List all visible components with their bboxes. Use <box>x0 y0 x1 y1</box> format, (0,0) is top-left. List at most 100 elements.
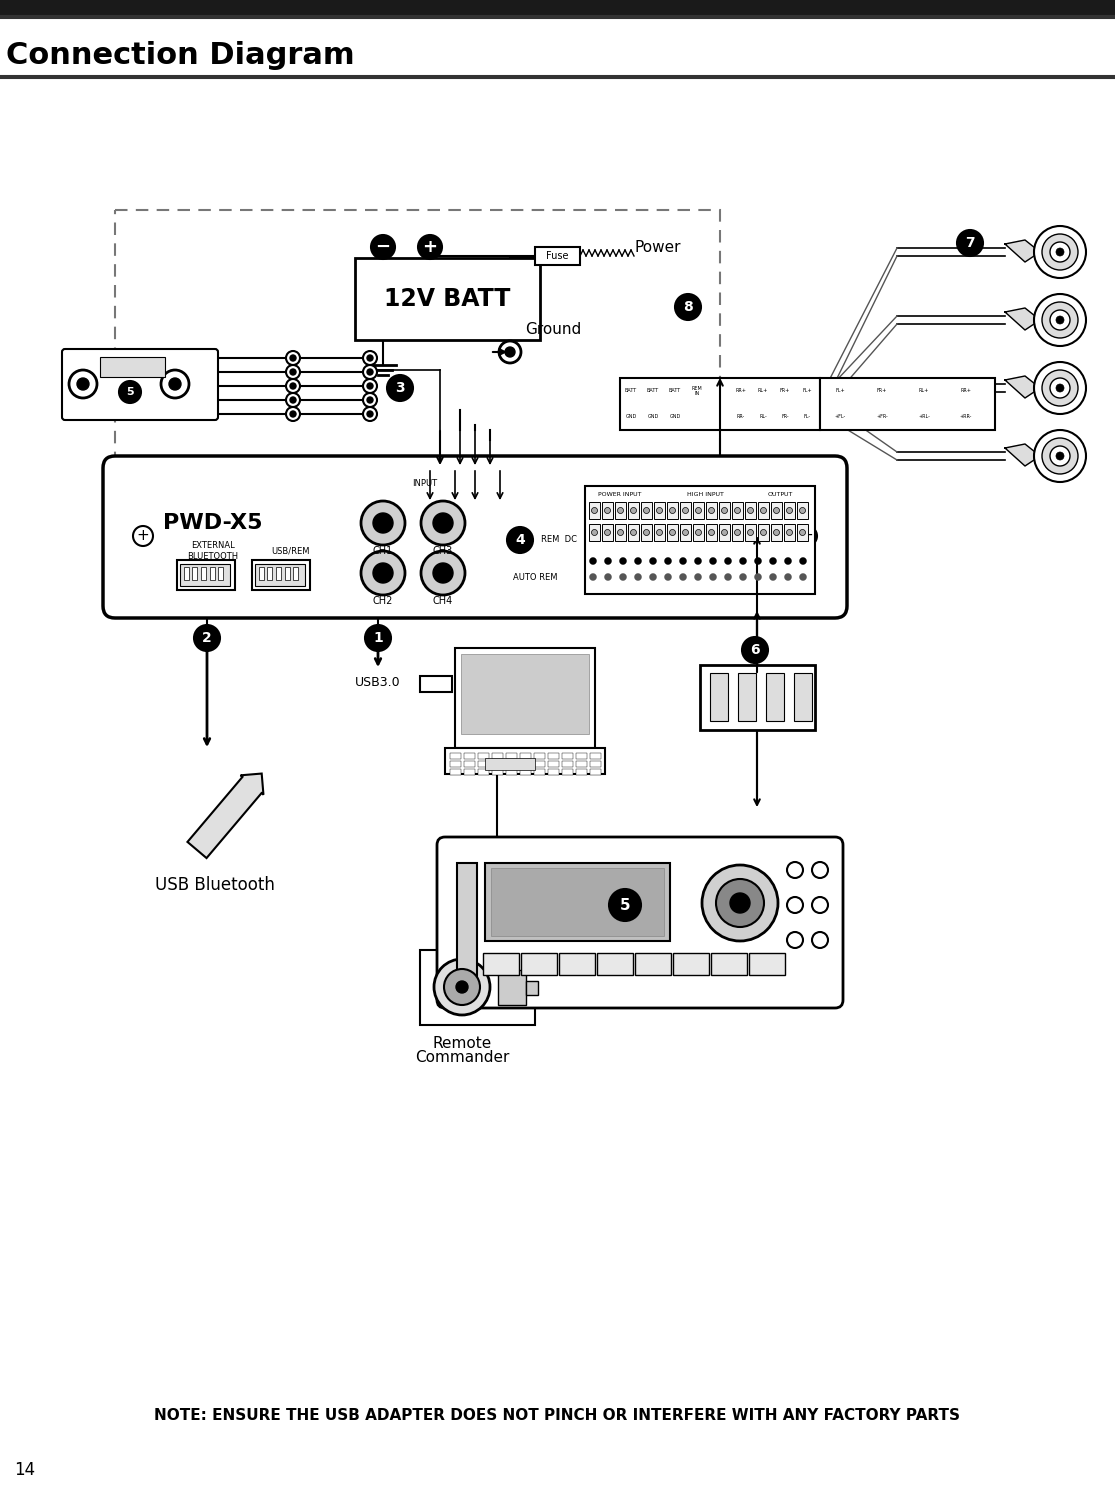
Bar <box>0 76 1115 78</box>
Text: Fuse: Fuse <box>545 251 569 261</box>
Text: NOTE: ENSURE THE USB ADAPTER DOES NOT PINCH OR INTERFERE WITH ANY FACTORY PARTS: NOTE: ENSURE THE USB ADAPTER DOES NOT PI… <box>154 1407 960 1422</box>
Text: REM  DC: REM DC <box>541 535 576 544</box>
Bar <box>492 769 503 775</box>
Circle shape <box>290 382 295 388</box>
Bar <box>0 16 1115 18</box>
Circle shape <box>785 557 792 565</box>
Circle shape <box>290 369 295 375</box>
Circle shape <box>290 356 295 362</box>
Circle shape <box>287 406 300 421</box>
Bar <box>478 753 489 759</box>
Circle shape <box>507 527 533 553</box>
Text: +FL-: +FL- <box>834 414 845 420</box>
Text: INPUT: INPUT <box>413 480 437 489</box>
Bar <box>478 760 489 766</box>
Bar <box>534 760 545 766</box>
Circle shape <box>363 393 377 406</box>
Text: 6: 6 <box>750 642 759 657</box>
Bar <box>585 486 815 595</box>
Text: FR+: FR+ <box>876 388 888 393</box>
Text: CH4: CH4 <box>433 596 453 607</box>
Circle shape <box>630 508 637 514</box>
Circle shape <box>812 932 828 949</box>
Text: Commander: Commander <box>415 1050 510 1065</box>
Circle shape <box>709 557 717 565</box>
Circle shape <box>735 508 740 514</box>
Circle shape <box>421 500 465 545</box>
Bar <box>355 258 540 341</box>
Bar <box>506 769 517 775</box>
Circle shape <box>367 356 374 362</box>
Circle shape <box>1050 242 1070 261</box>
Bar <box>277 568 281 580</box>
Bar <box>655 502 665 518</box>
Text: FR+: FR+ <box>779 388 791 393</box>
Circle shape <box>604 574 611 581</box>
Bar <box>719 502 730 518</box>
Text: 5: 5 <box>620 898 630 913</box>
Circle shape <box>1043 371 1078 406</box>
Polygon shape <box>1005 444 1040 466</box>
Circle shape <box>634 574 641 581</box>
Text: 4: 4 <box>515 533 525 547</box>
Circle shape <box>374 563 392 583</box>
Bar <box>745 502 756 518</box>
Polygon shape <box>1005 376 1040 397</box>
Bar <box>615 524 626 541</box>
Circle shape <box>1043 302 1078 338</box>
Circle shape <box>799 508 805 514</box>
Text: +: + <box>801 529 813 544</box>
Circle shape <box>682 529 688 535</box>
Text: GND: GND <box>626 414 637 420</box>
Circle shape <box>421 551 465 595</box>
Bar <box>628 502 639 518</box>
Circle shape <box>657 508 662 514</box>
Bar <box>733 502 743 518</box>
Bar <box>485 864 670 941</box>
Bar <box>706 502 717 518</box>
Text: +RR-: +RR- <box>960 414 972 420</box>
Bar <box>520 769 531 775</box>
Bar <box>602 524 613 541</box>
Circle shape <box>702 865 778 941</box>
Circle shape <box>797 526 817 545</box>
Circle shape <box>604 508 611 514</box>
Text: Power: Power <box>636 241 681 255</box>
Text: RR-: RR- <box>737 414 745 420</box>
Circle shape <box>650 574 657 581</box>
Circle shape <box>774 529 779 535</box>
Bar <box>547 760 559 766</box>
Circle shape <box>643 508 650 514</box>
Bar <box>694 524 704 541</box>
Bar <box>602 502 613 518</box>
Circle shape <box>456 982 468 994</box>
Circle shape <box>787 932 803 949</box>
Circle shape <box>287 379 300 393</box>
Bar <box>420 675 452 692</box>
Bar <box>784 502 795 518</box>
Bar <box>520 760 531 766</box>
Circle shape <box>741 636 768 663</box>
Circle shape <box>735 529 740 535</box>
Text: USB Bluetooth: USB Bluetooth <box>155 875 275 893</box>
Bar <box>641 502 652 518</box>
Circle shape <box>161 371 190 397</box>
Circle shape <box>194 624 220 651</box>
Bar <box>255 565 306 586</box>
Bar <box>673 953 709 976</box>
Bar <box>749 953 785 976</box>
Circle shape <box>769 574 776 581</box>
Circle shape <box>290 397 295 403</box>
Text: 2: 2 <box>202 630 212 645</box>
Circle shape <box>444 970 479 1005</box>
Bar <box>492 760 503 766</box>
Circle shape <box>812 896 828 913</box>
Bar <box>450 760 460 766</box>
Text: −: − <box>376 238 390 255</box>
Bar <box>562 769 573 775</box>
Circle shape <box>665 557 671 565</box>
Bar <box>758 502 769 518</box>
Bar <box>590 760 601 766</box>
Circle shape <box>418 235 442 258</box>
Text: +FR-: +FR- <box>876 414 888 420</box>
